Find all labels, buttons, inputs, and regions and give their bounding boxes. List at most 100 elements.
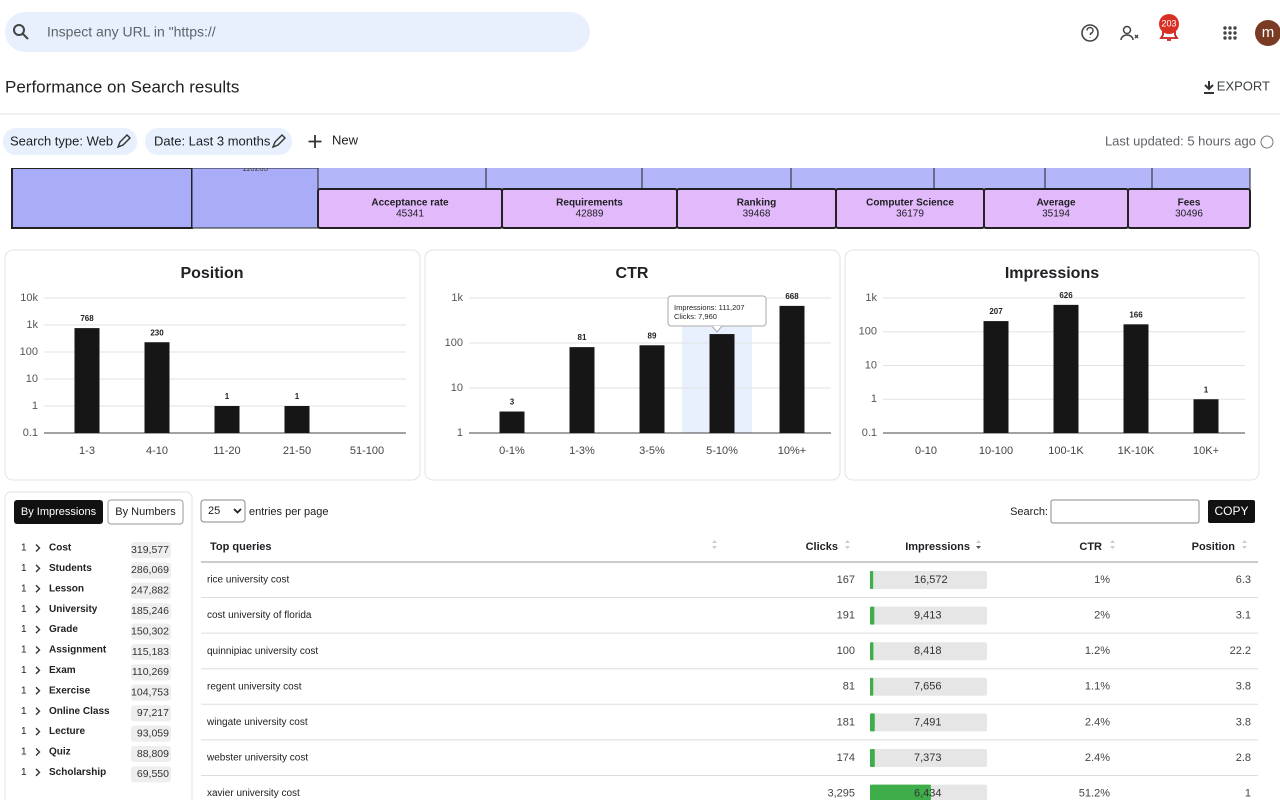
bar [74,328,100,433]
chevron[interactable] [35,564,41,573]
chevron[interactable] [35,625,41,634]
clicks-cell: 100 [837,645,855,657]
item-name[interactable]: Lesson [49,583,84,594]
avatar[interactable] [1255,20,1280,46]
y-tick-label: 10 [451,382,463,394]
position-cell: 22.2 [1230,645,1251,657]
count-pill [131,582,171,599]
chevron[interactable] [35,646,41,654]
avatar-letter: m [1262,24,1275,41]
data-label: 668 [785,292,799,301]
bar [569,347,595,433]
chevron[interactable] [35,727,41,736]
tab-label[interactable]: By Impressions [21,506,97,518]
column-header[interactable]: Top queries [210,541,272,553]
chevron[interactable] [35,768,41,777]
filter-label[interactable]: Date: Last 3 months [154,133,271,148]
new-filter-button[interactable]: New [332,132,359,147]
item-name[interactable]: Exercise [49,685,91,696]
item-name[interactable]: Assignment [49,645,107,656]
item-name[interactable]: Grade [49,624,78,635]
item-count: 150,302 [131,625,169,637]
impressions-cell: 9,413 [914,610,942,622]
tab-active[interactable] [14,500,103,524]
page-title: Performance on Search results [5,77,239,96]
query-cell[interactable]: webster university cost [206,753,308,764]
info-icon[interactable] [1260,135,1274,149]
query-cell[interactable]: cost university of florida [207,610,312,621]
query-cell[interactable]: regent university cost [207,681,302,692]
count-pill [131,542,171,558]
item-level: 1 [21,604,27,615]
query-cell[interactable]: wingate university cost [206,717,308,728]
tooltip-line: Impressions: 111,207 [674,303,745,312]
search-placeholder[interactable]: Inspect any URL in "https:// [47,24,216,40]
item-name[interactable]: Lecture [49,726,86,737]
filter-label[interactable]: Search type: Web [10,133,113,148]
tab-label[interactable]: By Numbers [115,506,176,518]
users-icon[interactable] [1122,25,1132,35]
item-name[interactable]: Students [49,563,92,574]
chevron[interactable] [35,605,41,614]
chevron[interactable] [35,707,41,716]
treemap-cell [11,167,193,229]
clicks-cell: 191 [837,610,855,622]
apps-icon[interactable] [1223,26,1237,40]
item-name[interactable]: Exam [49,665,76,676]
x-tick-label: 5-10% [706,445,738,457]
copy-button[interactable] [1208,500,1255,523]
chevron[interactable] [35,584,41,593]
y-tick-label: 100 [445,337,463,349]
chart-title: CTR [616,265,649,282]
bar-track [870,749,987,767]
tooltip-pointer [711,325,723,333]
column-header[interactable]: Clicks [806,541,838,553]
item-name[interactable]: University [49,604,98,615]
x-tick-label: 0-1% [499,445,525,457]
export-button[interactable]: EXPORT [1217,78,1270,93]
filter-chip[interactable] [145,128,292,155]
position-cell: 3.8 [1236,716,1251,728]
item-name[interactable]: Cost [49,543,72,554]
tab[interactable] [107,499,184,525]
chevron[interactable] [35,666,41,675]
item-count: 247,882 [131,585,169,597]
x-tick-label: 3-5% [639,445,665,457]
position-cell: 3.1 [1236,610,1251,622]
item-name[interactable]: Scholarship [49,767,106,778]
item-name[interactable]: Online Class [49,706,110,717]
treemap-cell [485,165,643,190]
treemap-value: 42889 [576,209,604,220]
copy-label[interactable]: COPY [1214,504,1248,518]
column-header[interactable]: CTR [1079,541,1102,553]
query-cell[interactable]: quinnipiac university cost [207,646,318,657]
sticky-header-edge [0,156,1280,168]
item-level: 1 [21,747,27,758]
count-pill [131,562,171,579]
column-header[interactable]: Impressions [905,541,970,553]
query-cell[interactable]: rice university cost [207,575,289,586]
x-tick-label: 100-1K [1048,445,1084,457]
chevron[interactable] [35,748,41,756]
item-count: 115,183 [132,646,169,658]
item-name[interactable]: Quiz [49,747,71,758]
column-header[interactable]: Position [1192,541,1236,553]
count-pill [131,603,171,620]
filter-chip[interactable] [3,128,137,155]
treemap-value: 36179 [896,209,924,220]
export-icon[interactable] [1204,81,1214,94]
query-cell[interactable]: xavier university cost [207,788,300,799]
page-size[interactable]: 25 [208,505,220,517]
chevron[interactable] [35,686,41,695]
help-icon[interactable] [1081,24,1099,42]
page-size-select[interactable] [200,499,246,523]
search-box[interactable] [5,12,590,52]
search-input[interactable] [1050,499,1200,524]
ctr-cell: 2% [1094,610,1110,622]
x-tick-label: 51-100 [350,445,384,457]
add-icon[interactable] [308,135,322,148]
data-label: 166 [1129,310,1143,319]
count-pill [131,623,171,640]
chevron[interactable] [35,544,41,552]
